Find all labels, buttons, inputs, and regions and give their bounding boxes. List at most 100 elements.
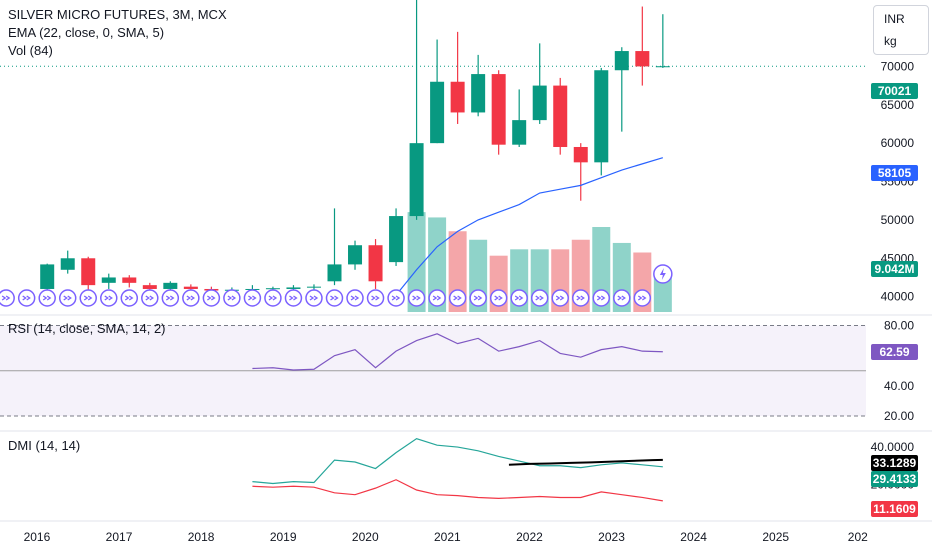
event-marker[interactable] — [0, 289, 15, 307]
event-marker[interactable] — [223, 289, 241, 307]
dmi-legend[interactable]: DMI (14, 14) — [8, 438, 81, 453]
candle-body[interactable] — [40, 264, 55, 289]
event-marker[interactable] — [366, 289, 385, 307]
chevrons-icon — [124, 295, 134, 301]
candle-body[interactable] — [512, 120, 527, 145]
candle-body[interactable] — [594, 70, 609, 163]
candle-body[interactable] — [409, 143, 424, 217]
plus-di-line — [252, 438, 663, 485]
volume-badge: 9.042M — [871, 261, 918, 277]
candle-body[interactable] — [491, 74, 506, 145]
candle-body[interactable] — [450, 81, 465, 113]
volume-bar — [653, 273, 672, 312]
event-marker[interactable] — [489, 289, 508, 307]
adx-badge: 33.1289 — [871, 455, 918, 471]
rsi-band — [0, 325, 866, 417]
chevrons-icon — [494, 295, 503, 301]
event-marker[interactable] — [448, 289, 467, 307]
unit-selector[interactable]: INR kg — [873, 5, 929, 55]
chevrons-icon — [596, 295, 606, 301]
candle-body[interactable] — [532, 85, 547, 121]
candle-body[interactable] — [101, 277, 116, 283]
grid-layer — [0, 65, 932, 522]
event-marker[interactable] — [592, 289, 611, 307]
candle-body[interactable] — [430, 81, 445, 144]
event-marker[interactable] — [346, 289, 364, 307]
event-marker[interactable] — [17, 289, 36, 307]
candle-body[interactable] — [142, 285, 157, 289]
event-marker[interactable] — [387, 289, 405, 307]
candle-body[interactable] — [327, 264, 342, 282]
event-marker[interactable] — [428, 289, 446, 307]
event-marker[interactable] — [407, 289, 426, 307]
event-marker[interactable] — [469, 289, 487, 307]
candle-body[interactable] — [183, 286, 198, 289]
event-marker[interactable] — [613, 289, 631, 307]
event-marker[interactable] — [58, 289, 77, 307]
candle-body[interactable] — [163, 282, 178, 289]
candle-body[interactable] — [122, 277, 137, 283]
chevrons-icon — [309, 295, 319, 301]
candle-body[interactable] — [389, 216, 404, 263]
candle-body[interactable] — [348, 245, 363, 265]
dmi-tick-label: 40.0000 — [871, 440, 915, 454]
chevrons-icon — [104, 295, 113, 301]
event-marker[interactable] — [202, 289, 221, 307]
candle-body[interactable] — [286, 287, 301, 289]
main-legend[interactable]: SILVER MICRO FUTURES, 3M, MCX — [8, 7, 227, 22]
candle-body[interactable] — [614, 51, 629, 71]
event-marker[interactable] — [243, 289, 262, 307]
ema-legend[interactable]: EMA (22, close, 0, SMA, 5) — [8, 25, 165, 40]
time-tick-label: 2016 — [24, 530, 51, 544]
candle-body[interactable] — [573, 146, 588, 163]
candle-body[interactable] — [306, 286, 321, 288]
event-marker[interactable] — [38, 289, 56, 307]
candle-body[interactable] — [81, 258, 96, 286]
event-marker[interactable] — [284, 289, 303, 307]
chevrons-icon — [22, 295, 31, 301]
event-marker[interactable] — [510, 289, 528, 307]
event-marker[interactable] — [79, 289, 97, 307]
flash-marker[interactable] — [653, 264, 673, 284]
price-tick-label: 50000 — [881, 213, 915, 227]
rsi-badge: 62.59 — [871, 344, 918, 360]
time-tick-label: 2017 — [106, 530, 133, 544]
candle-body[interactable] — [471, 74, 486, 113]
candles — [40, 0, 670, 294]
event-marker[interactable] — [633, 289, 652, 307]
event-marker[interactable] — [161, 289, 180, 307]
event-marker[interactable] — [530, 289, 549, 307]
currency-label: INR — [884, 12, 905, 26]
time-tick-label: 202 — [848, 530, 868, 544]
event-marker[interactable] — [120, 289, 139, 307]
chevrons-icon — [248, 295, 257, 301]
chevrons-icon — [330, 295, 339, 301]
rsi-legend[interactable]: RSI (14, close, SMA, 14, 2) — [8, 321, 166, 336]
volume-bar — [407, 212, 426, 312]
chevrons-icon — [63, 295, 72, 301]
candle-body[interactable] — [635, 51, 650, 67]
event-marker[interactable] — [100, 289, 118, 307]
candle-body[interactable] — [265, 288, 280, 290]
candle-body[interactable] — [655, 66, 670, 68]
chevrons-icon — [555, 295, 565, 301]
event-marker[interactable] — [551, 289, 569, 307]
candle-body[interactable] — [60, 258, 75, 270]
event-marker[interactable] — [572, 289, 590, 307]
event-marker[interactable] — [264, 289, 282, 307]
event-markers[interactable] — [0, 264, 673, 307]
event-marker[interactable] — [141, 289, 159, 307]
candle-body[interactable] — [553, 85, 568, 147]
chevrons-icon — [83, 295, 93, 301]
vol-legend[interactable]: Vol (84) — [8, 43, 53, 58]
event-marker[interactable] — [325, 289, 344, 307]
chevrons-icon — [576, 295, 585, 301]
event-marker[interactable] — [305, 289, 323, 307]
event-marker[interactable] — [182, 289, 200, 307]
chevrons-icon — [350, 295, 360, 301]
time-tick-label: 2024 — [680, 530, 707, 544]
candle-body[interactable] — [368, 245, 383, 282]
chevrons-icon — [165, 295, 175, 301]
chevrons-icon — [1, 295, 11, 301]
last-price-badge: 70021 — [871, 83, 918, 99]
